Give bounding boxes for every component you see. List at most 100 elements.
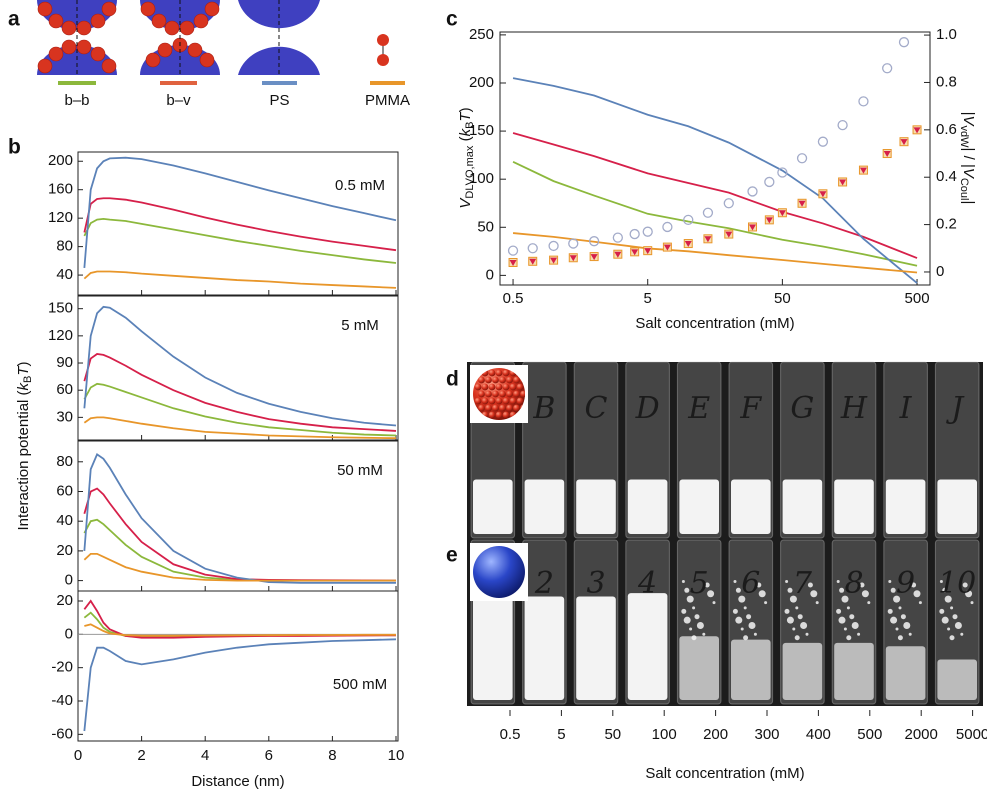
tube-liquid — [473, 596, 513, 700]
aggregate — [691, 635, 697, 641]
x-tick-label: 0.5 — [503, 290, 524, 307]
aggregate — [911, 582, 917, 588]
x-tick-label: 0.5 — [500, 726, 521, 743]
x-tick-label: 6 — [265, 747, 273, 764]
inset-bead — [499, 404, 506, 412]
x-tick-label: 400 — [806, 726, 831, 743]
point — [796, 153, 808, 164]
y-tick-label: 160 — [48, 181, 73, 198]
tube-liquid — [627, 593, 668, 700]
series-line — [512, 77, 918, 284]
point — [725, 231, 733, 238]
tube-label: B — [532, 391, 555, 426]
inset-bead — [474, 397, 482, 405]
aggregate — [857, 632, 861, 636]
x-axis-label: Salt concentration (mM) — [635, 315, 794, 332]
point — [765, 217, 773, 224]
y-tick-label: 0 — [65, 572, 73, 589]
tube-label: 8 — [844, 566, 863, 601]
series-line — [84, 623, 396, 637]
tube-liquid — [731, 479, 771, 534]
point — [629, 228, 640, 240]
point — [662, 221, 673, 233]
tube-label: C — [585, 391, 608, 426]
aggregate — [704, 582, 710, 588]
label-part: vdW — [958, 126, 970, 149]
aggregate — [887, 608, 893, 614]
plot-frame — [77, 590, 399, 742]
annotation: 50 mM — [337, 462, 383, 479]
aggregate — [810, 590, 818, 598]
tube-label: 7 — [793, 566, 813, 601]
aggregate — [952, 614, 958, 620]
y-axis-label: VDLVO,max (kBT) — [457, 107, 476, 208]
inset-bead — [488, 369, 496, 377]
point — [507, 245, 519, 256]
label-part: Interaction potential ( — [15, 390, 32, 530]
y2-tick-label: 0.6 — [936, 121, 957, 138]
inset-bead — [509, 397, 517, 405]
aggregate — [893, 595, 901, 603]
inset-bead — [513, 404, 520, 412]
aggregate — [732, 608, 738, 614]
y-tick-label: -20 — [51, 659, 73, 676]
point — [900, 139, 908, 146]
inset-bead — [502, 411, 510, 419]
aggregate — [949, 635, 955, 641]
tube-liquid — [834, 642, 874, 700]
series-line — [83, 599, 397, 639]
x-tick-label: 50 — [604, 726, 621, 743]
aggregate — [849, 614, 855, 620]
tube-liquid — [627, 479, 668, 534]
panel-label: d — [446, 368, 459, 391]
y-tick-label: 30 — [56, 408, 73, 425]
legend-label: PMMA — [365, 92, 410, 109]
x-tick-label: 300 — [754, 726, 779, 743]
point — [704, 236, 712, 243]
point — [569, 255, 577, 262]
aggregate — [918, 601, 922, 605]
schematic-b-b — [37, 0, 117, 75]
tube-label: 3 — [586, 566, 605, 601]
aggregate — [784, 608, 790, 614]
tube-label: F — [739, 391, 762, 426]
aggregate — [786, 616, 794, 624]
tube-liquid — [524, 479, 565, 534]
x-tick-label: 4 — [201, 747, 209, 764]
tube-label: E — [687, 391, 710, 426]
aggregate — [743, 606, 747, 610]
tube-liquid — [731, 639, 771, 700]
aggregate — [900, 614, 906, 620]
label-part: B — [464, 122, 476, 129]
aggregate — [954, 621, 962, 629]
legend-label: b–b — [64, 92, 89, 109]
point — [839, 179, 847, 186]
inset-bead — [495, 369, 503, 377]
x-tick-label: 0 — [74, 747, 82, 764]
aggregate — [683, 616, 691, 624]
label-part: | — [960, 200, 977, 204]
point — [529, 258, 537, 265]
aggregate — [913, 590, 921, 598]
aggregate — [696, 621, 704, 629]
y-tick-label: 250 — [469, 26, 494, 43]
aggregate — [942, 587, 948, 593]
x-tick-label: 5000 — [956, 726, 987, 743]
label-part: T — [15, 365, 32, 376]
inset-bead — [478, 376, 485, 384]
aggregate — [970, 601, 974, 605]
schematic-ps — [238, 0, 320, 75]
y-tick-label: 60 — [56, 482, 73, 499]
plot-frame — [77, 295, 399, 441]
x-axis-label: Salt concentration (mM) — [645, 765, 804, 782]
tube-liquid — [834, 479, 874, 534]
y-tick-label: 200 — [48, 152, 73, 169]
y-tick-label: -40 — [51, 692, 73, 709]
inset-bead — [520, 390, 525, 398]
aggregate — [797, 614, 803, 620]
inset-bead — [485, 376, 492, 384]
label-part: T — [457, 111, 474, 122]
aggregate — [947, 627, 951, 631]
label-part: B — [22, 376, 34, 383]
inset-bead — [492, 376, 499, 384]
